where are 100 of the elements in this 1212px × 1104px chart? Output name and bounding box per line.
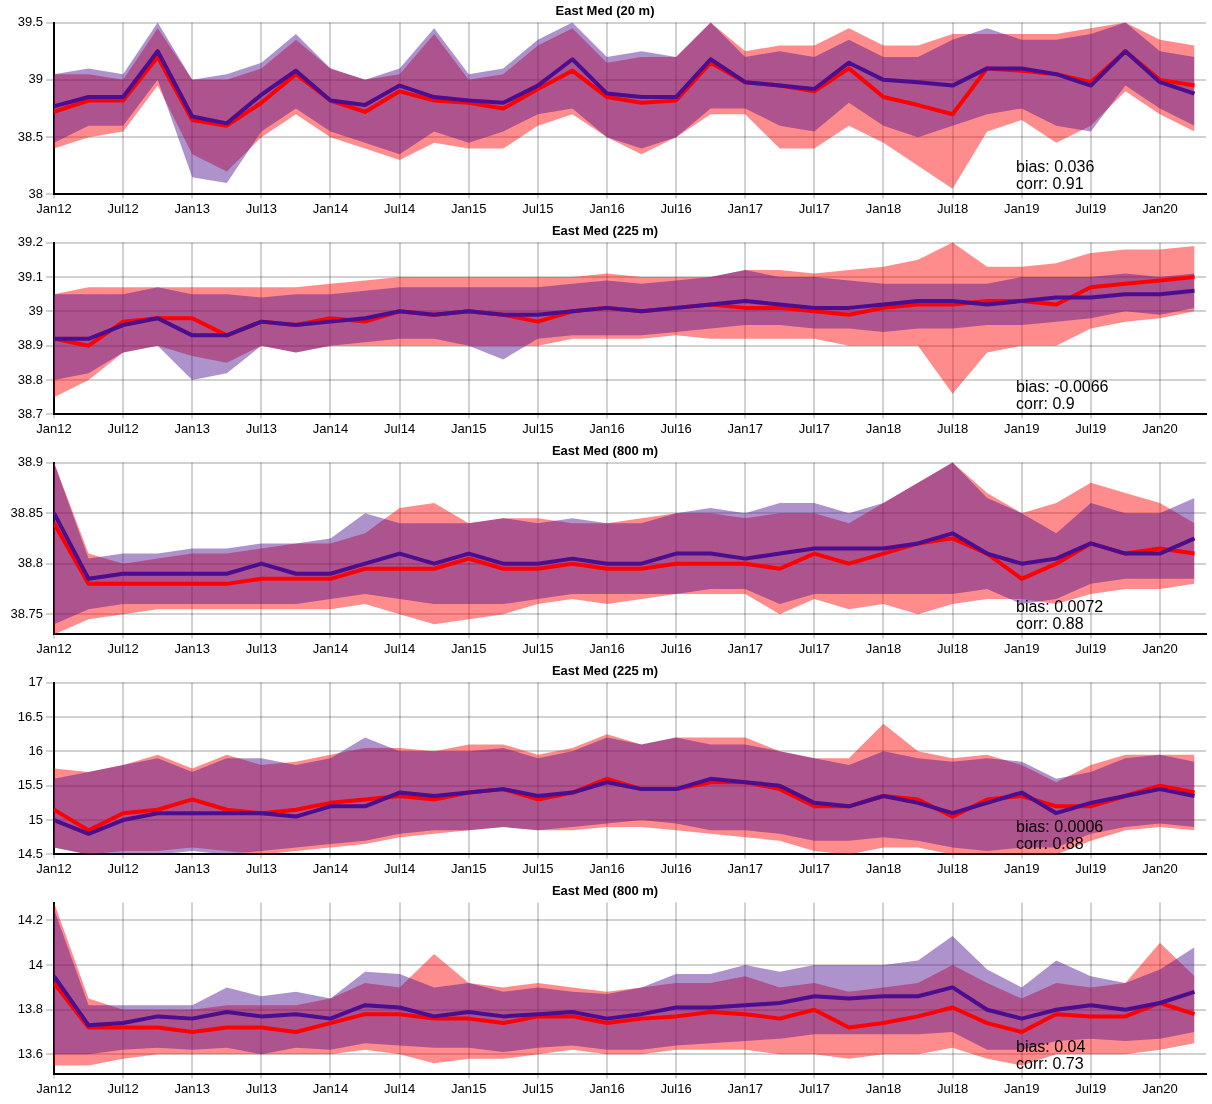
x-tick-label: Jan18 xyxy=(865,640,902,656)
x-tick-label: Jan18 xyxy=(865,1080,902,1096)
x-tick-label: Jul15 xyxy=(522,420,554,436)
annotation: corr: 0.9 xyxy=(1016,394,1075,412)
y-tick-label: 39.5 xyxy=(17,14,43,30)
chart-title: East Med (20 m) xyxy=(555,3,655,19)
x-tick-label: Jul18 xyxy=(937,1080,969,1096)
x-tick-label: Jan20 xyxy=(1142,420,1178,436)
y-tick-label: 38.9 xyxy=(17,337,43,353)
x-tick-label: Jan15 xyxy=(451,640,487,656)
x-tick-label: Jan13 xyxy=(174,1080,210,1096)
y-tick-label: 15.5 xyxy=(17,777,43,793)
x-tick-label: Jul16 xyxy=(660,420,692,436)
x-tick-label: Jan19 xyxy=(1003,860,1040,876)
x-tick-label: Jan19 xyxy=(1003,200,1040,216)
x-tick-label: Jan14 xyxy=(312,420,349,436)
x-tick-label: Jan16 xyxy=(589,420,625,436)
y-tick-label: 16 xyxy=(28,742,43,758)
x-tick-label: Jan20 xyxy=(1142,200,1178,216)
x-tick-label: Jul12 xyxy=(107,200,139,216)
x-tick-label: Jul14 xyxy=(384,640,416,656)
x-tick-label: Jan12 xyxy=(36,860,72,876)
x-tick-label: Jul19 xyxy=(1075,420,1107,436)
annotation: bias: 0.0006 xyxy=(1016,817,1104,835)
x-tick-label: Jan14 xyxy=(312,1080,349,1096)
x-tick-label: Jul13 xyxy=(245,1080,277,1096)
y-tick-label: 39.1 xyxy=(17,268,43,284)
x-tick-label: Jul16 xyxy=(660,1080,692,1096)
x-tick-label: Jul12 xyxy=(107,420,139,436)
y-tick-label: 38.9 xyxy=(17,454,43,470)
x-tick-label: Jul18 xyxy=(937,640,969,656)
y-tick-label: 39.2 xyxy=(17,234,43,250)
x-tick-label: Jan17 xyxy=(727,420,763,436)
x-tick-label: Jul19 xyxy=(1075,200,1107,216)
chart-title: East Med (225 m) xyxy=(551,223,659,239)
x-tick-label: Jan19 xyxy=(1003,640,1040,656)
x-tick-label: Jan18 xyxy=(865,200,902,216)
x-tick-label: Jul17 xyxy=(798,640,830,656)
x-tick-label: Jan12 xyxy=(36,1080,72,1096)
x-tick-label: Jul15 xyxy=(522,1080,554,1096)
x-tick-label: Jul18 xyxy=(937,860,969,876)
y-tick-label: 14.2 xyxy=(17,912,43,928)
x-tick-label: Jan16 xyxy=(589,640,625,656)
x-tick-label: Jul15 xyxy=(522,200,554,216)
annotation: bias: 0.0072 xyxy=(1016,597,1104,615)
y-tick-label: 14.5 xyxy=(17,845,43,861)
x-tick-label: Jan18 xyxy=(865,860,902,876)
y-tick-label: 17 xyxy=(28,674,43,690)
x-tick-label: Jul18 xyxy=(937,200,969,216)
x-tick-label: Jan19 xyxy=(1003,420,1040,436)
x-tick-label: Jul14 xyxy=(384,860,416,876)
y-tick-label: 39 xyxy=(28,302,43,318)
x-tick-label: Jan15 xyxy=(451,420,487,436)
x-tick-label: Jul13 xyxy=(245,200,277,216)
x-tick-label: Jul16 xyxy=(660,860,692,876)
x-tick-label: Jan15 xyxy=(451,1080,487,1096)
x-tick-label: Jan13 xyxy=(174,420,210,436)
x-tick-label: Jan14 xyxy=(312,640,349,656)
x-tick-label: Jul14 xyxy=(384,200,416,216)
x-tick-label: Jul17 xyxy=(798,1080,830,1096)
x-tick-label: Jul15 xyxy=(522,640,554,656)
y-tick-label: 38 xyxy=(28,185,43,201)
x-tick-label: Jul13 xyxy=(245,420,277,436)
x-tick-label: Jul13 xyxy=(245,860,277,876)
x-tick-label: Jan17 xyxy=(727,200,763,216)
x-tick-label: Jul17 xyxy=(798,200,830,216)
x-tick-label: Jul13 xyxy=(245,640,277,656)
x-tick-label: Jan17 xyxy=(727,640,763,656)
annotation: bias: 0.04 xyxy=(1016,1037,1086,1055)
y-tick-label: 39 xyxy=(28,71,43,87)
annotation: corr: 0.73 xyxy=(1016,1054,1084,1072)
x-tick-label: Jul17 xyxy=(798,420,830,436)
x-tick-label: Jul14 xyxy=(384,420,416,436)
y-tick-label: 38.8 xyxy=(17,371,43,387)
chart-title: East Med (800 m) xyxy=(551,443,659,459)
x-tick-label: Jan20 xyxy=(1142,860,1178,876)
y-tick-label: 38.85 xyxy=(10,504,43,520)
chart-title: East Med (225 m) xyxy=(551,663,659,679)
x-tick-label: Jan20 xyxy=(1142,640,1178,656)
x-tick-label: Jan16 xyxy=(589,1080,625,1096)
x-tick-label: Jul15 xyxy=(522,860,554,876)
y-tick-label: 16.5 xyxy=(17,708,43,724)
x-tick-label: Jan13 xyxy=(174,640,210,656)
annotation: corr: 0.91 xyxy=(1016,174,1084,192)
chart-title: East Med (800 m) xyxy=(551,883,659,899)
y-tick-label: 13.8 xyxy=(17,1001,43,1017)
x-tick-label: Jan13 xyxy=(174,860,210,876)
x-tick-label: Jul19 xyxy=(1075,1080,1107,1096)
x-tick-label: Jul16 xyxy=(660,640,692,656)
x-tick-label: Jan14 xyxy=(312,200,349,216)
annotation: corr: 0.88 xyxy=(1016,834,1084,852)
x-tick-label: Jan15 xyxy=(451,860,487,876)
x-tick-label: Jan13 xyxy=(174,200,210,216)
x-tick-label: Jan12 xyxy=(36,420,72,436)
x-tick-label: Jul12 xyxy=(107,640,139,656)
x-tick-label: Jan14 xyxy=(312,860,349,876)
x-tick-label: Jan17 xyxy=(727,1080,763,1096)
y-tick-label: 38.7 xyxy=(17,405,43,421)
x-tick-label: Jan16 xyxy=(589,200,625,216)
x-tick-label: Jan12 xyxy=(36,640,72,656)
